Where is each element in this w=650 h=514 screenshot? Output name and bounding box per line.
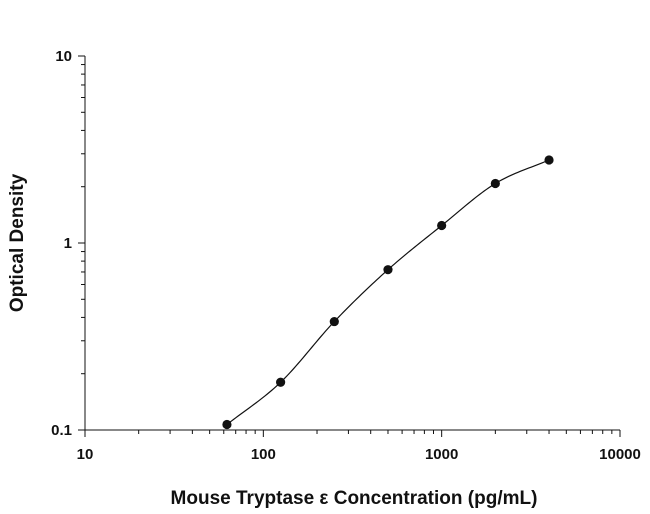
data-point bbox=[437, 220, 447, 231]
x-tick-label: 100 bbox=[251, 446, 276, 463]
data-point bbox=[383, 265, 393, 275]
x-tick-label: 1000 bbox=[425, 446, 458, 463]
x-axis: 10 100 1000 10000 bbox=[77, 429, 641, 463]
fit-curve bbox=[226, 159, 550, 425]
data-points bbox=[222, 155, 554, 430]
x-axis-title: Mouse Tryptase ε Concentration (pg/mL) bbox=[171, 488, 538, 509]
y-axis-title: Optical Density bbox=[7, 173, 28, 312]
data-point bbox=[544, 155, 554, 165]
x-tick-label: 10 bbox=[77, 446, 94, 463]
y-tick-label: 10 bbox=[55, 48, 72, 65]
x-tick-label: 10000 bbox=[599, 446, 641, 463]
y-axis: 0.1 1 10 bbox=[51, 48, 86, 439]
data-point bbox=[490, 178, 500, 189]
y-tick-label: 0.1 bbox=[51, 422, 72, 439]
y-tick-label: 1 bbox=[64, 235, 72, 252]
data-point bbox=[222, 419, 232, 430]
data-point bbox=[276, 377, 286, 387]
data-point bbox=[329, 316, 339, 327]
